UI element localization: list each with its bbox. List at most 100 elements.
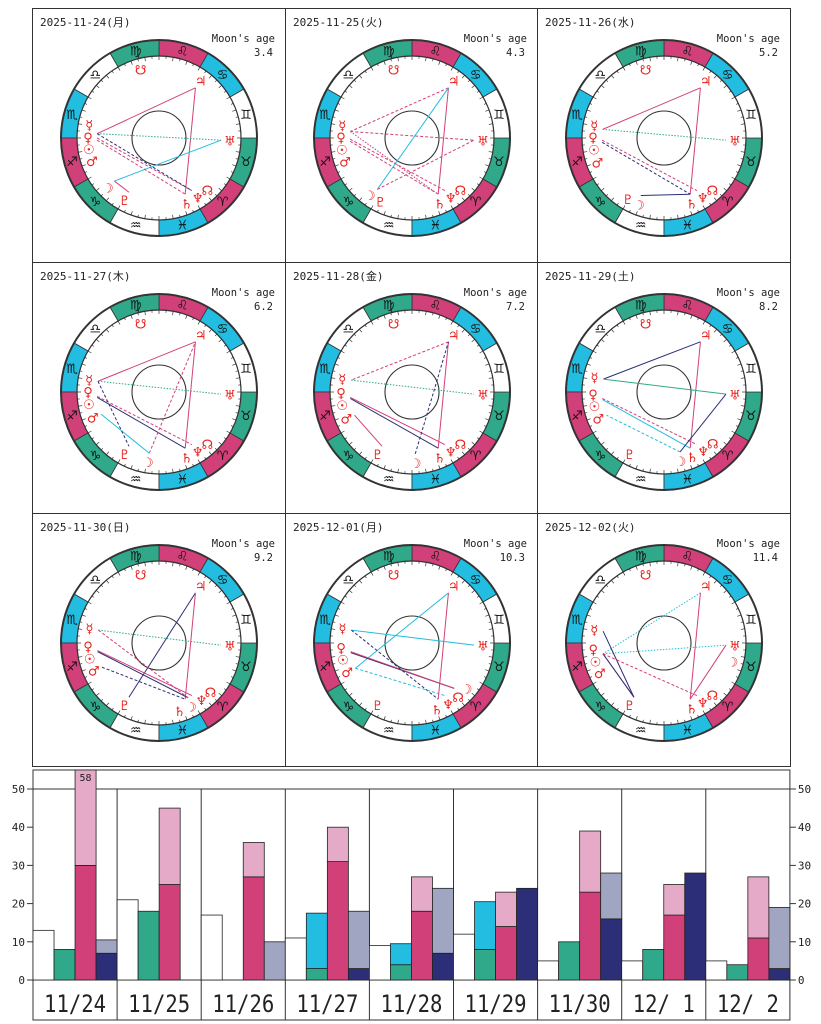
bar-pink [74,865,97,981]
zodiac-libra-icon: ♎ [343,322,355,337]
chart-panel: 2025-11-27(木) Moon's age 6.2 ♈ ♉ ♊ ♋ ♌ ♍ ♎ ♏ ♐ ♑ ♒ ♓… [32,262,286,514]
x-tick-label: 11/24 [44,990,106,1018]
degree-tick [740,663,744,665]
degree-tick [740,158,744,160]
y-tick-label: 20 [798,898,811,911]
degree-tick [124,714,126,718]
degree-tick [78,123,83,125]
degree-tick [488,405,493,407]
moon-age-value: 4.3 [506,47,525,59]
aspect-line [96,396,186,449]
degree-tick [677,468,679,473]
degree-tick [457,707,460,711]
degree-tick [471,441,476,445]
degree-tick [629,463,631,467]
degree-tick [483,425,487,427]
node-glyph-icon: ☊ [707,184,719,199]
degree-tick [359,702,363,707]
bar-white [453,933,475,981]
degree-tick [709,324,712,328]
moon-age-value: 11.4 [752,552,778,564]
degree-tick [684,563,686,567]
degree-tick [713,702,717,707]
degree-tick [584,663,588,665]
degree-tick [629,317,631,321]
data-label: 58 [80,773,92,784]
degree-tick [81,418,86,421]
degree-tick [348,187,353,191]
x-tick-label: 12/ 2 [717,990,779,1018]
degree-tick [137,719,139,723]
degree-tick [144,719,146,724]
degree-tick [87,681,92,685]
degree-tick [235,412,239,414]
zodiac-aries-icon: ♈ [217,700,229,715]
aspect-line [689,592,701,700]
aspect-line [97,651,189,699]
degree-tick [344,595,348,598]
degree-tick [172,562,174,567]
degree-tick [397,311,399,316]
degree-tick [124,209,126,213]
aspect-line [184,592,196,700]
degree-tick [445,568,447,572]
jupiter-glyph-icon: ♃ [448,329,460,344]
zodiac-libra-icon: ♎ [90,68,102,83]
bar-lightpink [495,891,517,927]
bar-lightpink [158,807,181,885]
jupiter-glyph-icon: ♃ [195,75,207,90]
degree-tick [596,688,600,691]
degree-tick [383,211,386,216]
degree-tick [583,123,588,125]
zodiac-libra-icon: ♎ [595,573,607,588]
aspect-line [601,139,698,192]
x-tick-label: 12/ 1 [633,990,695,1018]
sun-glyph-icon: ☉ [336,143,348,158]
degree-tick [334,164,339,167]
zodiac-taurus-icon: ♉ [240,155,252,170]
degree-tick [91,344,95,347]
degree-tick [332,663,336,665]
aspect-line [97,381,130,447]
sun-glyph-icon: ☉ [337,654,349,669]
degree-tick [337,103,341,105]
degree-tick [348,85,353,89]
zodiac-leo-icon: ♌ [681,45,693,60]
degree-tick [137,563,139,567]
zodiac-virgo-icon: ♍ [383,45,395,60]
degree-tick [179,563,181,567]
degree-tick [370,320,374,325]
degree-tick [467,333,471,337]
zodiac-scorpio-icon: ♏ [319,108,331,123]
aspect-line [97,341,196,382]
degree-tick [332,621,336,623]
degree-tick [223,183,227,186]
degree-tick [218,692,223,696]
degree-tick [137,214,139,218]
venus-glyph-icon: ♀ [83,640,93,655]
degree-tick [600,187,605,191]
degree-tick [344,344,348,347]
degree-tick [84,425,88,427]
zodiac-libra-icon: ♎ [595,68,607,83]
degree-tick [425,719,427,724]
degree-tick [353,193,357,197]
degree-tick [226,350,231,354]
node-glyph-icon: ☊ [707,689,719,704]
zodiac-leo-icon: ♌ [681,299,693,314]
degree-tick [331,123,336,125]
degree-tick [130,314,133,319]
panel-date: 2025-11-30(日) [40,521,131,534]
degree-tick [719,698,723,702]
uranus-glyph-icon: ♅ [729,388,741,403]
degree-tick [735,425,739,427]
degree-tick [111,707,114,711]
degree-tick [370,710,374,715]
pluto-glyph-icon: ♇ [119,699,131,714]
degree-tick [635,211,638,216]
x-tick-label: 11/27 [296,990,358,1018]
degree-tick [334,614,339,617]
jupiter-glyph-icon: ♃ [195,580,207,595]
aspect-line [97,133,221,141]
degree-tick [235,656,240,658]
